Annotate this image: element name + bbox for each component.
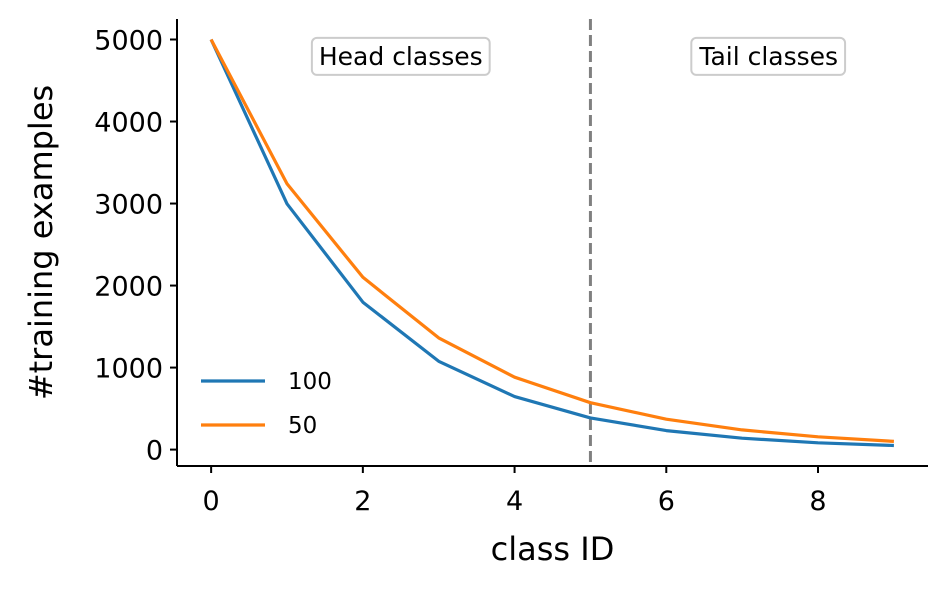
legend-item: 100 [201, 369, 332, 395]
annotation-box: Tail classes [690, 36, 847, 76]
legend: 100 50 [201, 369, 332, 439]
annotation-label: Tail classes [698, 42, 838, 71]
y-tick-label: 1000 [94, 354, 163, 385]
y-tick-label: 0 [146, 436, 163, 467]
annotation-label: Head classes [319, 42, 483, 71]
y-tick-label: 2000 [94, 272, 163, 303]
y-tick-label: 3000 [94, 190, 163, 221]
x-tick-label: 6 [658, 486, 675, 517]
annotation-frame [310, 36, 491, 76]
annotation-box: Head classes [310, 36, 491, 76]
legend-label: 50 [288, 413, 317, 439]
annotations: Head classes Tail classes [310, 36, 847, 76]
y-tick-label: 4000 [94, 108, 163, 139]
y-ticks: 0 1000 2000 3000 4000 5000 [94, 26, 177, 467]
x-tick-label: 4 [506, 486, 523, 517]
legend-item: 50 [201, 413, 317, 439]
x-axis-title: class ID [491, 530, 615, 568]
series-line-100 [209, 38, 894, 448]
annotation-frame [690, 36, 847, 76]
y-axis-title: #training examples [22, 85, 60, 400]
x-tick-label: 2 [354, 486, 371, 517]
series-layer [209, 38, 894, 448]
x-tick-label: 0 [203, 486, 220, 517]
series-line-50 [209, 38, 894, 443]
y-tick-label: 5000 [94, 26, 163, 57]
x-ticks: 0 2 4 6 8 [203, 466, 827, 517]
x-tick-label: 8 [809, 486, 826, 517]
axes [176, 19, 928, 467]
legend-label: 100 [288, 369, 332, 395]
